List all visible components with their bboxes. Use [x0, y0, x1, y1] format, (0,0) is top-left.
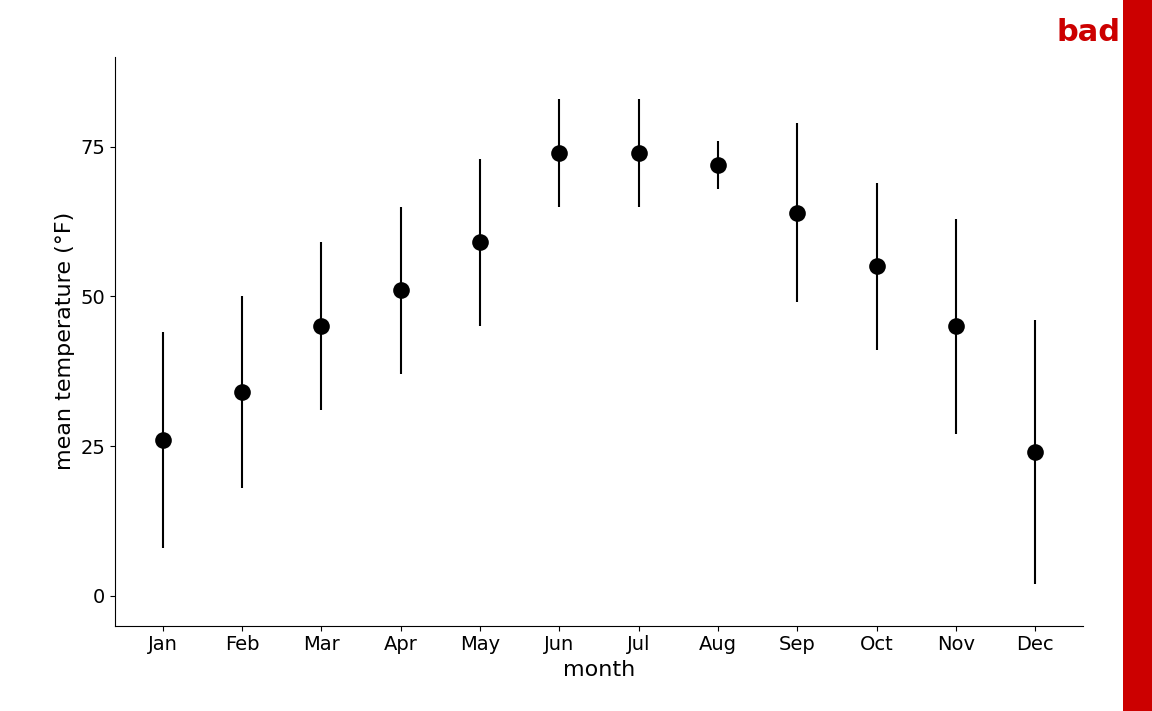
X-axis label: month: month — [563, 660, 635, 680]
Text: bad: bad — [1056, 18, 1121, 47]
Y-axis label: mean temperature (°F): mean temperature (°F) — [55, 212, 75, 471]
